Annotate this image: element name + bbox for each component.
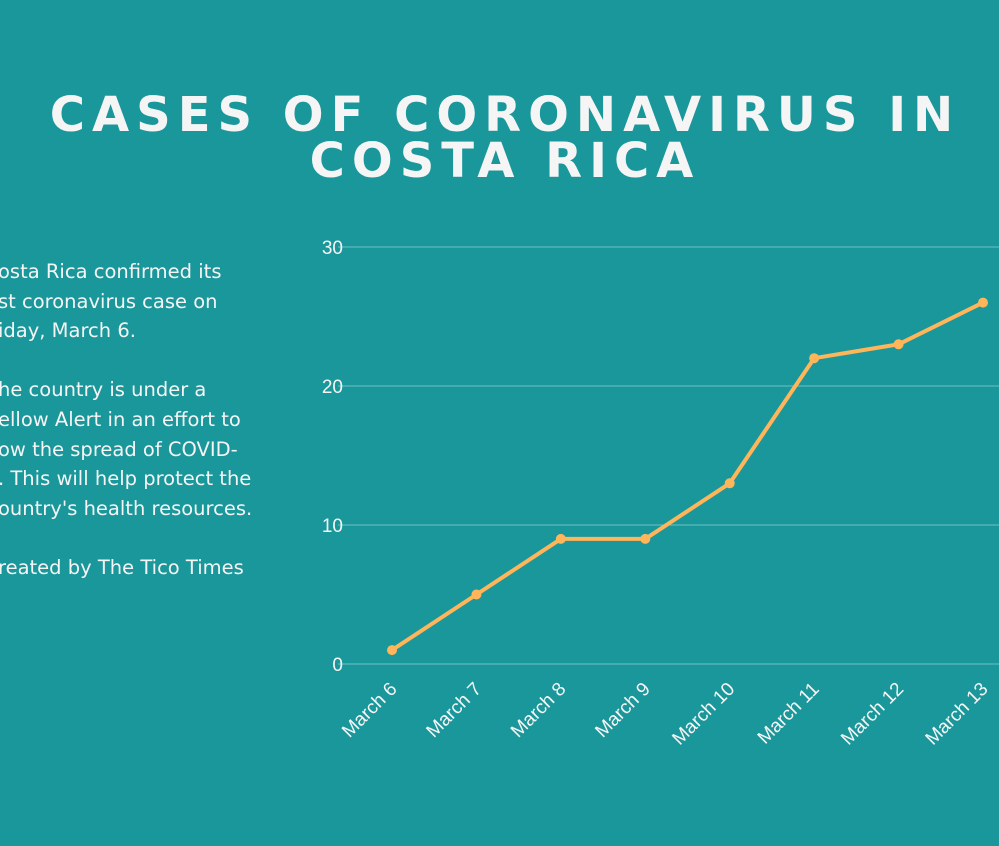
x-tick-label: March 11 bbox=[754, 679, 824, 749]
data-point bbox=[387, 645, 397, 656]
y-tick-label: 0 bbox=[332, 655, 343, 676]
data-point bbox=[640, 533, 651, 544]
series-line bbox=[390, 300, 984, 652]
x-tick-label: March 6 bbox=[338, 679, 401, 742]
text-line: osta Rica confirmed its bbox=[0, 260, 222, 283]
text-line: st coronavirus case on bbox=[0, 289, 218, 313]
x-tick-label: March 9 bbox=[591, 679, 654, 742]
data-point bbox=[471, 589, 482, 600]
data-point bbox=[893, 339, 904, 350]
text-line: he country is under a bbox=[0, 378, 207, 402]
text-line: iday, March 6. bbox=[0, 319, 136, 343]
y-tick-label: 10 bbox=[322, 516, 343, 537]
data-point bbox=[724, 478, 735, 489]
x-tick-label: March 8 bbox=[507, 679, 570, 742]
data-point bbox=[555, 533, 566, 544]
description-text: osta Rica confirmed its st coronavirus c… bbox=[0, 257, 252, 583]
text-line: ow the spread of COVID- bbox=[0, 437, 238, 461]
title-line-1: CASES OF CORONAVIRUS IN bbox=[49, 87, 961, 143]
y-tick-label: 20 bbox=[322, 377, 343, 398]
title-line-2: COSTA RICA bbox=[309, 133, 701, 189]
x-tick-label: March 13 bbox=[922, 679, 993, 750]
y-tick-label: 30 bbox=[322, 238, 343, 259]
data-point bbox=[978, 297, 988, 308]
text-line: ountry's health resources. bbox=[0, 496, 253, 520]
data-point bbox=[809, 353, 820, 364]
credit-text: reated by The Tico Times bbox=[0, 555, 244, 579]
chart-title: CASES OF CORONAVIRUS IN COSTA RICA bbox=[0, 87, 999, 189]
x-tick-label: March 7 bbox=[423, 679, 486, 742]
x-tick-label: March 12 bbox=[837, 679, 908, 750]
x-tick-label: March 10 bbox=[668, 679, 739, 750]
text-line: ellow Alert in an effort to bbox=[0, 407, 241, 431]
text-line: . This will help protect the bbox=[0, 467, 252, 491]
